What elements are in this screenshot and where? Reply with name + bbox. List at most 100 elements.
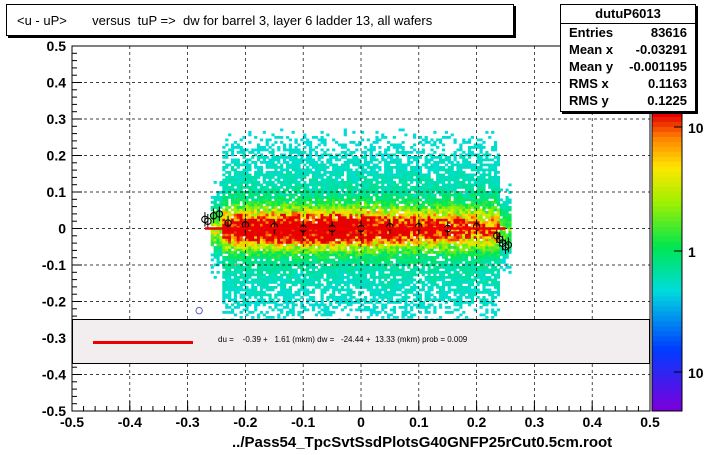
heatmap-cell — [401, 258, 405, 262]
heatmap-cell — [346, 228, 350, 232]
heatmap-cell — [387, 163, 391, 167]
heatmap-cell — [254, 181, 258, 184]
heatmap-cell — [216, 261, 220, 264]
heatmap-cell — [265, 206, 269, 209]
heatmap-cell — [404, 308, 408, 312]
heatmap-cell — [369, 218, 373, 222]
heatmap-cell — [216, 213, 220, 217]
heatmap-cell — [421, 208, 425, 212]
heatmap-cell — [300, 231, 304, 234]
heatmap-cell — [381, 196, 385, 199]
heatmap-cell — [415, 261, 420, 264]
heatmap-cell — [280, 181, 284, 184]
heatmap-cell — [413, 261, 417, 264]
heatmap-cell — [271, 213, 275, 217]
heatmap-cell — [470, 263, 474, 267]
heatmap-cell — [251, 241, 255, 244]
heatmap-cell — [248, 186, 252, 189]
heatmap-cell — [459, 238, 463, 242]
heatmap-cell — [274, 238, 278, 242]
heatmap-cell — [355, 203, 359, 207]
heatmap-cell — [236, 291, 240, 294]
heatmap-cell — [450, 283, 454, 287]
heatmap-cell — [248, 251, 252, 254]
heatmap-cell — [456, 271, 460, 274]
heatmap-cell — [462, 291, 466, 294]
heatmap-cell — [369, 228, 373, 232]
heatmap-cell — [265, 246, 269, 249]
heatmap-cell — [306, 203, 310, 207]
heatmap-cell — [441, 148, 446, 152]
heatmap-cell — [355, 168, 359, 172]
heatmap-cell — [257, 218, 261, 222]
heatmap-cell — [268, 278, 272, 282]
heatmap-cell — [462, 218, 466, 222]
heatmap-cell — [387, 293, 391, 297]
heatmap-cell — [346, 176, 350, 179]
heatmap-cell — [441, 136, 446, 139]
heatmap-cell — [387, 161, 391, 164]
heatmap-cell — [297, 161, 301, 164]
heatmap-cell — [462, 158, 466, 162]
heatmap-cell — [381, 266, 385, 269]
heatmap-cell — [257, 183, 261, 187]
heatmap-cell — [436, 238, 440, 242]
heatmap-cell — [320, 303, 324, 307]
heatmap-cell — [436, 223, 440, 227]
heatmap-cell — [294, 256, 298, 259]
heatmap-cell — [404, 218, 408, 222]
heatmap-cell — [242, 228, 246, 232]
heatmap-cell — [378, 151, 382, 154]
heatmap-cell — [251, 311, 255, 314]
heatmap-cell — [337, 283, 342, 287]
heatmap-cell — [358, 203, 362, 207]
heatmap-cell — [329, 286, 333, 289]
heatmap-cell — [439, 161, 443, 164]
heatmap-cell — [450, 176, 454, 179]
heatmap-cell — [384, 178, 388, 182]
heatmap-cell — [421, 191, 425, 194]
heatmap-cell — [274, 168, 278, 172]
heatmap-cell — [346, 203, 350, 207]
heatmap-cell — [404, 203, 408, 207]
heatmap-cell — [401, 266, 405, 269]
heatmap-cell — [401, 286, 405, 289]
heatmap-cell — [433, 256, 437, 259]
heatmap-cell — [392, 251, 396, 254]
heatmap-cell — [268, 183, 272, 187]
heatmap-cell — [404, 201, 408, 204]
heatmap-cell — [210, 218, 214, 222]
heatmap-cell — [375, 231, 379, 234]
heatmap-cell — [352, 261, 356, 264]
heatmap-cell — [262, 228, 266, 232]
heatmap-cell — [381, 188, 385, 192]
heatmap-cell — [401, 186, 405, 189]
heatmap-cell — [384, 311, 388, 314]
heatmap-cell — [401, 296, 405, 299]
heatmap-cell — [228, 236, 232, 239]
heatmap-cell — [271, 273, 275, 277]
heatmap-cell — [231, 203, 235, 207]
heatmap-cell — [274, 271, 278, 274]
heatmap-cell — [329, 296, 333, 299]
heatmap-cell — [242, 148, 246, 152]
heatmap-cell — [459, 156, 463, 159]
heatmap-cell — [366, 246, 370, 249]
heatmap-cell — [340, 188, 344, 192]
heatmap-cell — [239, 216, 243, 219]
heatmap-cell — [413, 253, 417, 257]
heatmap-cell — [271, 218, 275, 222]
heatmap-cell — [424, 253, 428, 257]
heatmap-cell — [283, 203, 287, 207]
heatmap-cell — [248, 211, 252, 214]
heatmap-cell — [323, 248, 327, 252]
heatmap-cell — [309, 273, 313, 277]
heatmap-cell — [447, 216, 451, 219]
heatmap-cell — [358, 291, 362, 294]
heatmap-cell — [424, 138, 428, 142]
heatmap-cell — [288, 238, 292, 242]
heatmap-cell — [450, 206, 454, 209]
heatmap-cell — [254, 136, 258, 139]
heatmap-cell — [274, 163, 278, 167]
heatmap-cell — [378, 291, 382, 294]
